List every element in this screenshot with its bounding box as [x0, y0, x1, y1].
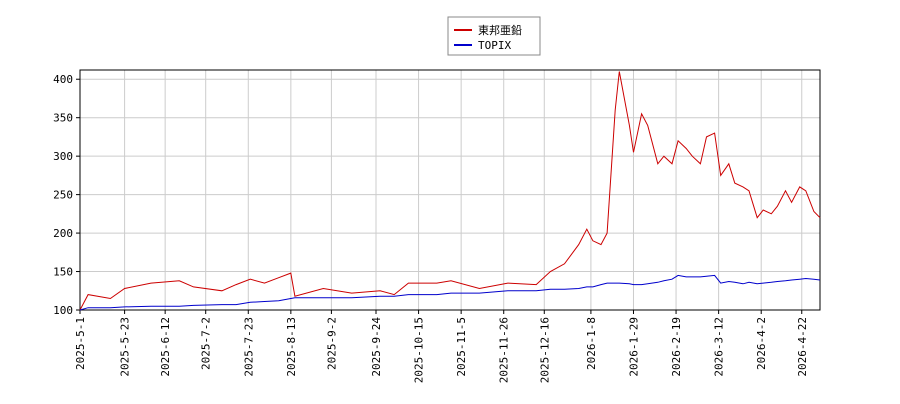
x-tick-label: 2025-7-2 — [200, 317, 213, 370]
x-tick-label: 2026-4-2 — [755, 317, 768, 370]
x-tick-label: 2025-6-12 — [159, 317, 172, 377]
x-tick-label: 2025-5-1 — [74, 317, 87, 370]
y-tick-label: 250 — [53, 189, 73, 202]
y-tick-label: 300 — [53, 150, 73, 163]
x-tick-label: 2025-7-23 — [242, 317, 255, 377]
x-tick-label: 2025-10-15 — [413, 317, 426, 383]
y-tick-label: 200 — [53, 227, 73, 240]
x-tick-label: 2025-9-2 — [325, 317, 338, 370]
legend-label: TOPIX — [478, 39, 511, 52]
x-tick-label: 2026-3-12 — [713, 317, 726, 377]
series-line — [79, 71, 821, 311]
legend-box — [447, 16, 541, 56]
x-tick-label: 2026-2-19 — [670, 317, 683, 377]
x-tick-label: 2026-4-22 — [796, 317, 809, 377]
x-tick-label: 2026-1-29 — [627, 317, 640, 377]
y-tick-label: 150 — [53, 266, 73, 279]
x-tick-label: 2025-11-26 — [498, 317, 511, 383]
y-tick-label: 400 — [53, 73, 73, 86]
plot-frame — [79, 69, 821, 311]
y-tick-label: 100 — [53, 304, 73, 317]
x-tick-label: 2025-9-24 — [370, 317, 383, 377]
x-tick-label: 2025-11-5 — [455, 317, 468, 377]
x-tick-label: 2025-12-16 — [538, 317, 551, 383]
legend-label: 東邦亜鉛 — [478, 23, 522, 37]
x-tick-label: 2025-8-13 — [285, 317, 298, 377]
y-tick-label: 350 — [53, 112, 73, 125]
x-tick-label: 2025-5-23 — [119, 317, 132, 377]
series-line — [79, 274, 821, 311]
x-tick-label: 2026-1-8 — [585, 317, 598, 370]
